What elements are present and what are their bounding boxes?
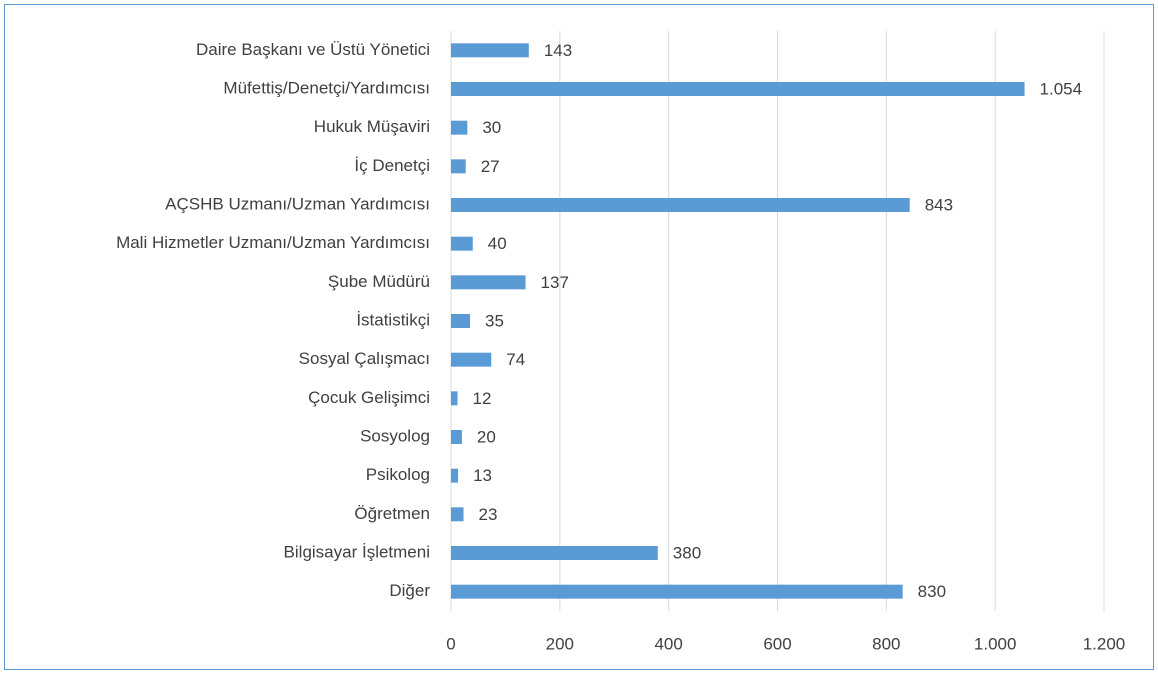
y-tick-label: Sosyal Çalışmacı — [299, 349, 430, 368]
y-tick-label: Bilgisayar İşletmeni — [284, 542, 430, 561]
x-tick-label: 1.200 — [1083, 634, 1126, 653]
data-label: 13 — [473, 466, 492, 485]
data-label: 137 — [541, 273, 569, 292]
bar — [451, 236, 473, 251]
bar — [451, 468, 459, 483]
y-tick-label: Hukuk Müşaviri — [314, 117, 430, 136]
bar — [451, 430, 462, 444]
bar — [451, 120, 468, 135]
data-label: 143 — [544, 41, 572, 60]
data-label: 23 — [479, 505, 498, 524]
bar — [451, 82, 1025, 96]
y-tick-label: Mali Hizmetler Uzmanı/Uzman Yardımcısı — [116, 233, 430, 252]
y-tick-label: Daire Başkanı ve Üstü Yönetici — [196, 40, 430, 59]
y-tick-label: İç Denetçi — [354, 156, 430, 175]
data-label: 35 — [485, 311, 504, 330]
y-tick-label: Çocuk Gelişimci — [308, 388, 430, 407]
bar — [451, 352, 492, 367]
data-label: 843 — [925, 195, 953, 214]
y-tick-label: Müfettiş/Denetçi/Yardımcısı — [223, 78, 430, 97]
bar — [451, 275, 526, 290]
bar — [451, 507, 464, 522]
data-label: 40 — [488, 234, 507, 253]
y-tick-label: Şube Müdürü — [328, 272, 430, 291]
chart-frame — [4, 4, 1154, 670]
data-label: 20 — [477, 427, 496, 446]
bar — [451, 584, 903, 599]
bar — [451, 159, 466, 174]
y-tick-label: Öğretmen — [354, 504, 430, 523]
x-tick-label: 400 — [654, 634, 682, 653]
y-tick-label: Sosyolog — [360, 426, 430, 445]
bar — [451, 198, 910, 212]
x-tick-label: 200 — [546, 634, 574, 653]
bar — [451, 314, 471, 328]
data-label: 27 — [481, 157, 500, 176]
y-tick-label: Diğer — [389, 581, 430, 600]
bar — [451, 546, 658, 560]
data-label: 830 — [918, 582, 946, 601]
bar — [451, 391, 458, 406]
y-tick-label: Psikolog — [366, 465, 430, 484]
data-label: 74 — [506, 350, 525, 369]
bar — [451, 43, 529, 58]
y-tick-label: İstatistikçi — [356, 310, 430, 329]
x-tick-label: 1.000 — [974, 634, 1017, 653]
x-tick-label: 800 — [872, 634, 900, 653]
data-label: 12 — [473, 389, 492, 408]
data-label: 1.054 — [1040, 79, 1083, 98]
data-label: 380 — [673, 543, 701, 562]
x-tick-label: 600 — [763, 634, 791, 653]
data-label: 30 — [482, 118, 501, 137]
x-tick-label: 0 — [446, 634, 455, 653]
y-tick-label: AÇSHB Uzmanı/Uzman Yardımcısı — [165, 194, 430, 213]
